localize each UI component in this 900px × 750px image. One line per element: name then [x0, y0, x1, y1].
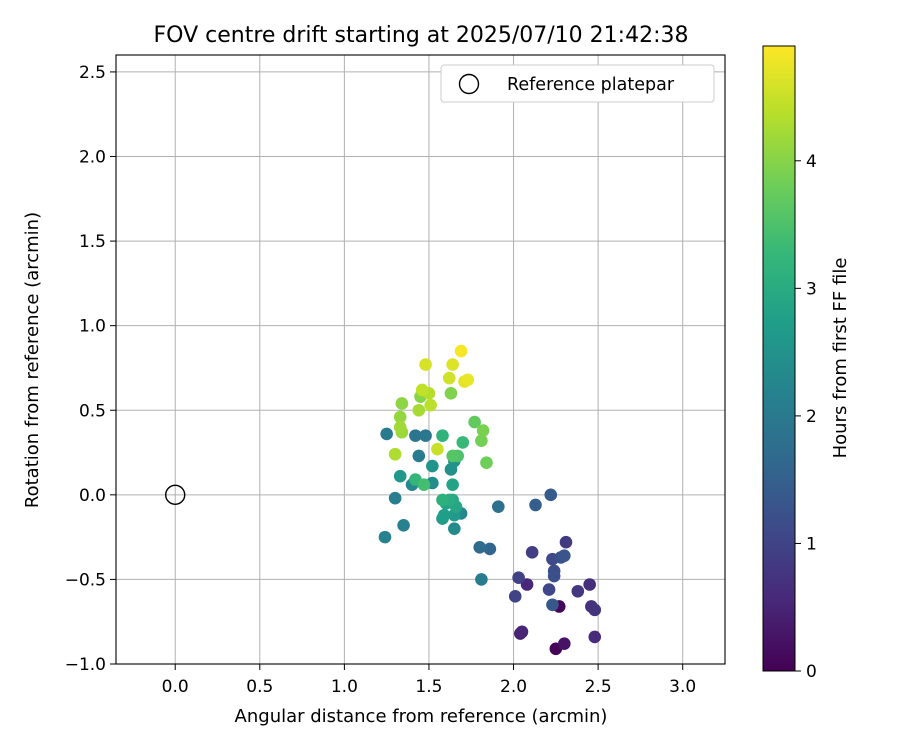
- data-point: [476, 424, 490, 437]
- data-point: [395, 397, 409, 410]
- data-point: [546, 598, 559, 612]
- data-point: [378, 530, 392, 544]
- legend-entry-reference-platepar: Reference platepar: [507, 75, 675, 95]
- data-point: [431, 442, 444, 456]
- data-point: [412, 403, 426, 417]
- colorbar-ticks: 0 1 2 3 4: [795, 152, 817, 682]
- x-axis-label: Angular distance from reference (arcmin): [235, 706, 608, 727]
- y-tick-label: 0.0: [79, 486, 106, 506]
- y-tick-label: −0.5: [65, 570, 106, 590]
- y-tick-label: 2.5: [79, 63, 106, 83]
- data-point: [454, 344, 468, 358]
- data-point: [588, 630, 602, 644]
- data-point: [480, 456, 493, 469]
- data-point: [557, 549, 571, 563]
- legend-box: [440, 64, 715, 103]
- data-point: [388, 447, 402, 461]
- scatter-points: [378, 344, 602, 656]
- data-point: [393, 469, 407, 483]
- x-tick-label: 2.0: [500, 677, 527, 697]
- y-axis-ticks: −1.0 −0.5 0.0 0.5 1.0 1.5 2.0 2.5: [65, 63, 116, 675]
- reference-marker: [165, 484, 186, 506]
- data-point: [515, 625, 529, 639]
- data-point: [557, 637, 571, 650]
- data-point: [559, 535, 573, 549]
- y-tick-label: −1.0: [65, 655, 106, 675]
- x-tick-label: 3.0: [669, 677, 696, 697]
- colorbar: 0 1 2 3 4 Hours from first FF file: [762, 45, 851, 682]
- data-point: [436, 493, 449, 507]
- x-tick-label: 0.5: [246, 677, 273, 697]
- data-point: [547, 569, 561, 583]
- data-point: [393, 420, 407, 434]
- y-axis-label: Rotation from reference (arcmin): [22, 212, 43, 508]
- data-point: [468, 415, 481, 429]
- data-point: [475, 573, 488, 586]
- data-point: [529, 498, 542, 512]
- data-point: [525, 546, 539, 559]
- data-point: [415, 383, 429, 397]
- chart-title: FOV centre drift starting at 2025/07/10 …: [154, 23, 689, 48]
- plot-frame: [115, 54, 726, 665]
- data-point: [446, 449, 459, 463]
- colorbar-tick-label: 4: [806, 152, 817, 172]
- data-point: [483, 542, 497, 556]
- data-point: [388, 491, 402, 505]
- colorbar-tick-label: 0: [806, 662, 817, 682]
- data-point: [475, 434, 488, 448]
- data-point: [571, 584, 585, 598]
- x-tick-label: 1.0: [331, 677, 358, 697]
- data-point: [419, 358, 432, 371]
- y-tick-label: 1.0: [79, 317, 106, 337]
- data-point: [417, 478, 431, 491]
- y-tick-label: 1.5: [79, 232, 106, 252]
- legend-marker-icon: [458, 73, 480, 95]
- data-point: [542, 583, 556, 596]
- data-point: [508, 590, 522, 603]
- data-point: [520, 578, 534, 591]
- data-point: [393, 410, 407, 424]
- data-point: [436, 429, 449, 442]
- x-axis-ticks: 0.0 0.5 1.0 1.5 2.0 2.5 3.0: [162, 664, 696, 697]
- data-point: [492, 500, 505, 513]
- x-tick-label: 1.5: [415, 677, 442, 697]
- data-point: [456, 436, 470, 449]
- colorbar-label: Hours from first FF file: [830, 258, 851, 459]
- x-tick-label: 0.0: [162, 677, 189, 697]
- x-tick-label: 2.5: [585, 677, 612, 697]
- y-tick-label: 2.0: [79, 148, 106, 168]
- data-point: [473, 540, 487, 554]
- data-point: [426, 459, 439, 473]
- data-point: [544, 488, 558, 502]
- data-point: [424, 398, 437, 412]
- data-point: [380, 427, 393, 441]
- data-point: [444, 387, 458, 400]
- data-point: [446, 478, 459, 491]
- reference-platepar-marker: [165, 484, 186, 506]
- data-point: [437, 508, 451, 522]
- data-point: [412, 449, 426, 463]
- legend: Reference platepar: [440, 64, 715, 103]
- data-point: [409, 429, 422, 442]
- data-point: [583, 578, 596, 591]
- data-point: [448, 522, 461, 535]
- colorbar-tick-label: 2: [806, 407, 817, 427]
- y-tick-label: 0.5: [79, 401, 106, 421]
- data-point: [588, 603, 602, 617]
- data-point: [512, 571, 525, 585]
- data-point: [442, 371, 456, 385]
- data-point: [397, 518, 410, 532]
- colorbar-gradient: [762, 45, 796, 672]
- data-point: [446, 358, 459, 371]
- colorbar-tick-label: 3: [806, 279, 817, 299]
- colorbar-tick-label: 1: [806, 534, 817, 554]
- data-point: [419, 429, 432, 442]
- data-point: [461, 373, 475, 387]
